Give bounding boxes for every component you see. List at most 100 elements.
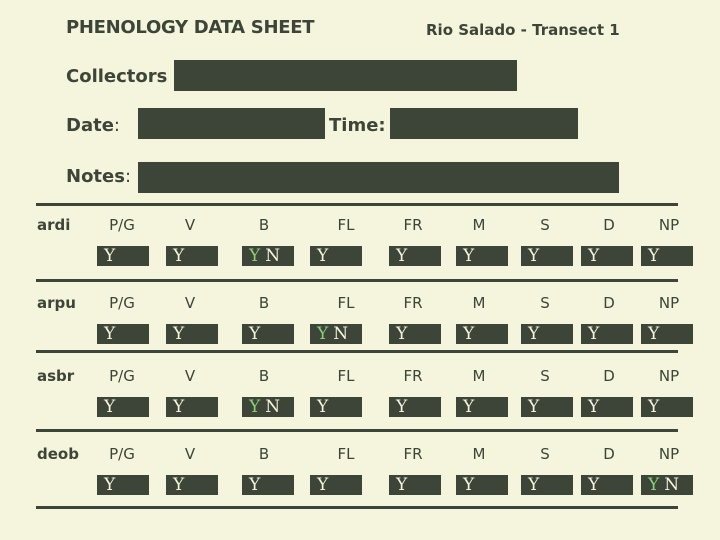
yes-option[interactable]: Y	[317, 246, 329, 266]
observation-cell[interactable]: Y	[166, 246, 218, 266]
observation-cell[interactable]: Y	[389, 324, 441, 344]
observation-cell[interactable]: Y	[581, 246, 633, 266]
collectors-field[interactable]	[174, 60, 517, 91]
yes-option[interactable]: Y	[249, 324, 261, 344]
yes-option[interactable]: Y	[249, 475, 261, 495]
yes-option[interactable]: Y	[528, 246, 540, 266]
yes-option[interactable]: Y	[104, 475, 116, 495]
yes-option[interactable]: Y	[528, 475, 540, 495]
observation-cell[interactable]: Y	[166, 397, 218, 417]
observation-cell[interactable]: Y	[166, 324, 218, 344]
notes-label: Notes:	[66, 166, 131, 187]
observation-cell[interactable]: Y	[456, 397, 508, 417]
observation-cell[interactable]: Y	[242, 324, 294, 344]
species-code: ardi	[37, 216, 71, 234]
site-label: Rio Salado - Transect 1	[426, 21, 620, 39]
yes-option[interactable]: Y	[648, 324, 660, 344]
column-header: S	[540, 294, 550, 312]
yes-option[interactable]: Y	[396, 475, 408, 495]
observation-cell[interactable]: Y	[97, 324, 149, 344]
observation-cell[interactable]: Y	[389, 475, 441, 495]
yes-option[interactable]: Y	[463, 324, 475, 344]
yes-option[interactable]: Y	[104, 324, 116, 344]
yes-option[interactable]: Y	[396, 324, 408, 344]
observation-cell[interactable]: Y	[310, 397, 362, 417]
row-divider	[36, 506, 678, 509]
observation-cell[interactable]: Y	[521, 246, 573, 266]
observation-cell[interactable]: Y	[389, 397, 441, 417]
yes-option[interactable]: Y	[249, 397, 261, 417]
observation-cell[interactable]: Y	[581, 397, 633, 417]
no-option[interactable]: N	[664, 475, 680, 495]
observation-cell[interactable]: Y	[456, 246, 508, 266]
column-header: V	[184, 294, 196, 312]
yes-option[interactable]: Y	[173, 397, 185, 417]
observation-cell[interactable]: Y	[521, 397, 573, 417]
yes-option[interactable]: Y	[317, 324, 329, 344]
no-option[interactable]: N	[265, 397, 281, 417]
column-header: P/G	[109, 445, 135, 463]
column-header: B	[258, 367, 270, 385]
yes-option[interactable]: Y	[104, 246, 116, 266]
observation-cell[interactable]: Y	[641, 324, 693, 344]
yes-option[interactable]: Y	[463, 475, 475, 495]
column-header: S	[540, 367, 550, 385]
observation-cell[interactable]: Y	[389, 246, 441, 266]
yes-option[interactable]: Y	[588, 397, 600, 417]
time-field[interactable]	[390, 108, 578, 139]
yes-option[interactable]: Y	[588, 324, 600, 344]
no-option[interactable]: N	[333, 324, 349, 344]
date-label-colon: :	[113, 115, 120, 136]
column-header: NP	[658, 445, 680, 463]
observation-cell[interactable]: Y	[521, 324, 573, 344]
yes-option[interactable]: Y	[528, 397, 540, 417]
yes-option[interactable]: Y	[396, 246, 408, 266]
observation-cell[interactable]: Y	[581, 475, 633, 495]
column-header: D	[603, 445, 615, 463]
observation-cell[interactable]: Y	[310, 246, 362, 266]
yes-option[interactable]: Y	[173, 246, 185, 266]
yes-option[interactable]: Y	[317, 475, 329, 495]
yes-option[interactable]: Y	[588, 246, 600, 266]
yes-option[interactable]: Y	[173, 475, 185, 495]
yes-option[interactable]: Y	[648, 475, 660, 495]
column-header: FL	[337, 445, 355, 463]
yes-option[interactable]: Y	[463, 246, 475, 266]
yes-option[interactable]: Y	[104, 397, 116, 417]
yes-option[interactable]: Y	[648, 397, 660, 417]
observation-cell[interactable]: Y	[641, 397, 693, 417]
yes-option[interactable]: Y	[588, 475, 600, 495]
notes-field[interactable]	[138, 162, 619, 193]
observation-cell[interactable]: Y	[641, 246, 693, 266]
yes-option[interactable]: Y	[317, 397, 329, 417]
observation-cell[interactable]: Y	[97, 475, 149, 495]
column-header: NP	[658, 216, 680, 234]
observation-cell[interactable]: Y	[456, 324, 508, 344]
page-title: PHENOLOGY DATA SHEET	[66, 17, 315, 38]
observation-cell[interactable]: Y	[310, 475, 362, 495]
date-field[interactable]	[138, 108, 325, 139]
row-divider	[36, 279, 678, 282]
observation-cell[interactable]: Y	[242, 475, 294, 495]
yes-option[interactable]: Y	[528, 324, 540, 344]
observation-cell[interactable]: Y	[521, 475, 573, 495]
column-header: M	[472, 294, 486, 312]
yes-option[interactable]: Y	[648, 246, 660, 266]
yes-option[interactable]: Y	[396, 397, 408, 417]
yes-option[interactable]: Y	[463, 397, 475, 417]
yes-option[interactable]: Y	[249, 246, 261, 266]
observation-cell[interactable]: Y	[581, 324, 633, 344]
yes-option[interactable]: Y	[173, 324, 185, 344]
observation-cell[interactable]: Y	[166, 475, 218, 495]
column-header: FR	[403, 367, 423, 385]
observation-cell[interactable]: Y	[97, 397, 149, 417]
observation-cell[interactable]: Y	[456, 475, 508, 495]
observation-cell[interactable]: Y	[97, 246, 149, 266]
no-option[interactable]: N	[265, 246, 281, 266]
column-header: V	[184, 445, 196, 463]
column-header: FL	[337, 367, 355, 385]
